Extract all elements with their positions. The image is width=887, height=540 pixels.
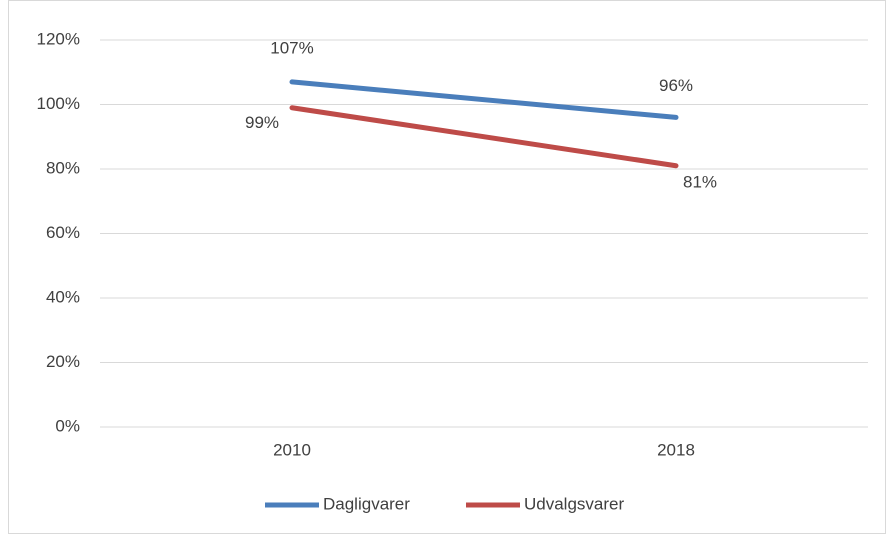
data-label: 99% [245,113,279,132]
y-tick-label: 120% [37,29,80,48]
data-label: 107% [270,38,313,57]
data-label: 96% [659,76,693,95]
series-line [289,105,679,169]
y-tick-label: 80% [46,158,80,177]
x-tick-label: 2018 [657,440,695,459]
y-tick-label: 20% [46,352,80,371]
y-tick-label: 100% [37,94,80,113]
series-line [289,79,679,120]
x-tick-label: 2010 [273,440,311,459]
legend-label: Udvalgsvarer [524,494,624,513]
data-label: 81% [683,172,717,191]
chart-border [8,0,886,534]
y-tick-label: 40% [46,287,80,306]
y-tick-label: 60% [46,223,80,242]
y-tick-label: 0% [55,416,80,435]
legend-label: Dagligvarer [323,494,410,513]
